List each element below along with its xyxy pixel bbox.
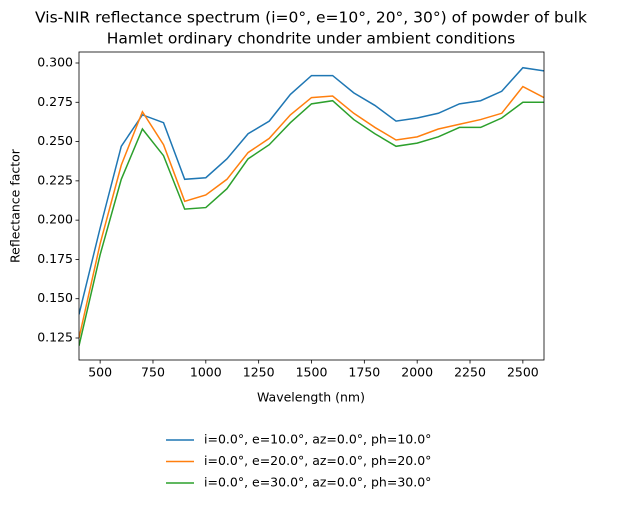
y-tick-label: 0.275: [37, 94, 73, 109]
y-tick-label: 0.300: [37, 55, 73, 70]
y-tick-label: 0.125: [37, 330, 73, 345]
data-line: [79, 66, 544, 315]
x-tick-label: 2250: [454, 365, 486, 380]
data-line: [79, 99, 544, 347]
y-axis-label: Reflectance factor: [8, 148, 23, 263]
x-tick-label: 1250: [243, 365, 275, 380]
y-tick-label: 0.225: [37, 172, 73, 187]
legend-label: i=0.0°, e=10.0°, az=0.0°, ph=10.0°: [204, 432, 431, 447]
axes-frame: [78, 51, 545, 361]
chart-title: Vis-NIR reflectance spectrum (i=0°, e=10…: [35, 9, 587, 27]
y-tick-label: 0.200: [37, 212, 73, 227]
y-tick-label: 0.175: [37, 251, 73, 266]
legend-label: i=0.0°, e=20.0°, az=0.0°, ph=20.0°: [204, 453, 431, 468]
x-tick-label: 1500: [296, 365, 328, 380]
x-tick-label: 2000: [401, 365, 433, 380]
x-tick-label: 2500: [507, 365, 539, 380]
x-axis-label: Wavelength (nm): [257, 390, 365, 405]
x-tick-label: 500: [88, 365, 112, 380]
data-line: [79, 85, 544, 339]
x-tick-label: 750: [141, 365, 165, 380]
y-tick-label: 0.150: [37, 290, 73, 305]
plot-area: [79, 66, 544, 347]
x-tick-label: 1000: [190, 365, 222, 380]
y-tick-label: 0.250: [37, 133, 73, 148]
x-tick-label: 1750: [348, 365, 380, 380]
legend-label: i=0.0°, e=30.0°, az=0.0°, ph=30.0°: [204, 475, 431, 490]
chart-title: Hamlet ordinary chondrite under ambient …: [107, 30, 516, 48]
